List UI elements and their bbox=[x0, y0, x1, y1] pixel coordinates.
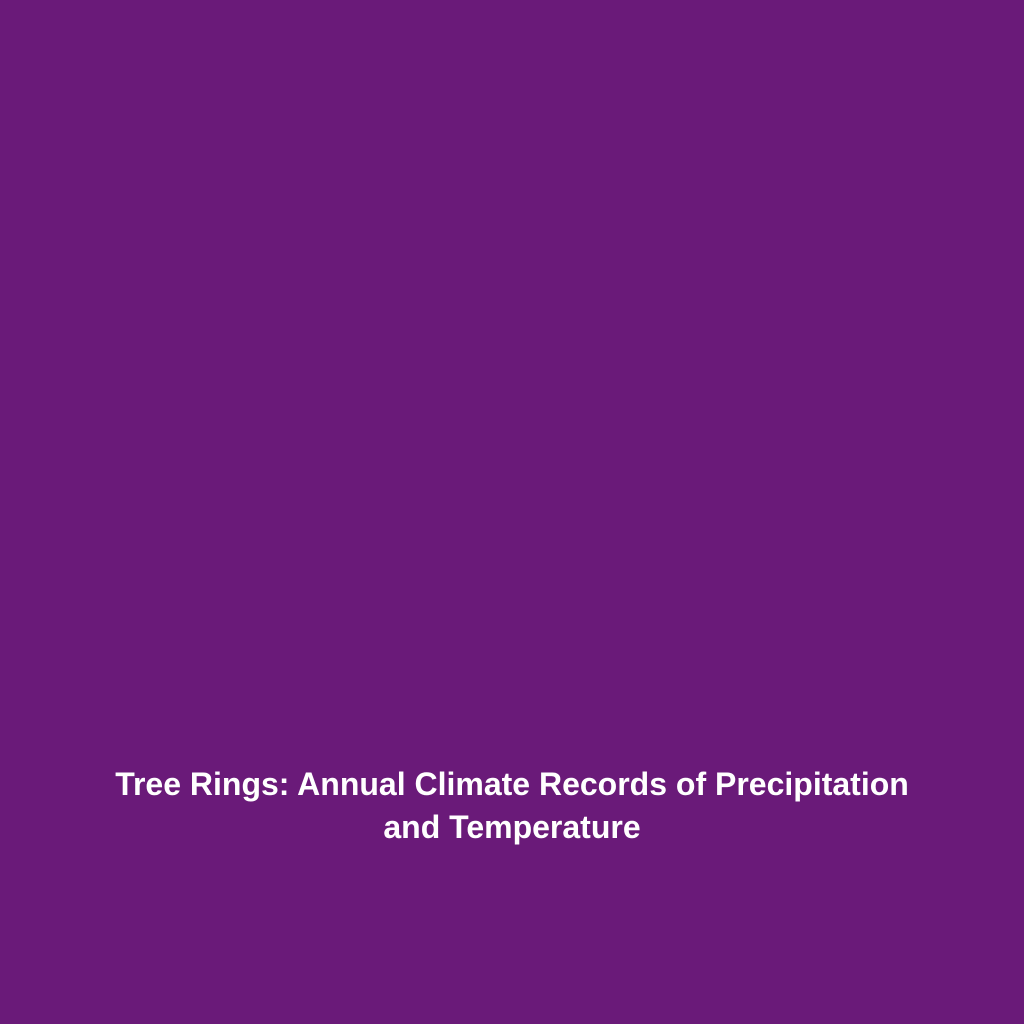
slide-container: Tree Rings: Annual Climate Records of Pr… bbox=[0, 0, 1024, 1024]
slide-title: Tree Rings: Annual Climate Records of Pr… bbox=[0, 763, 1024, 849]
